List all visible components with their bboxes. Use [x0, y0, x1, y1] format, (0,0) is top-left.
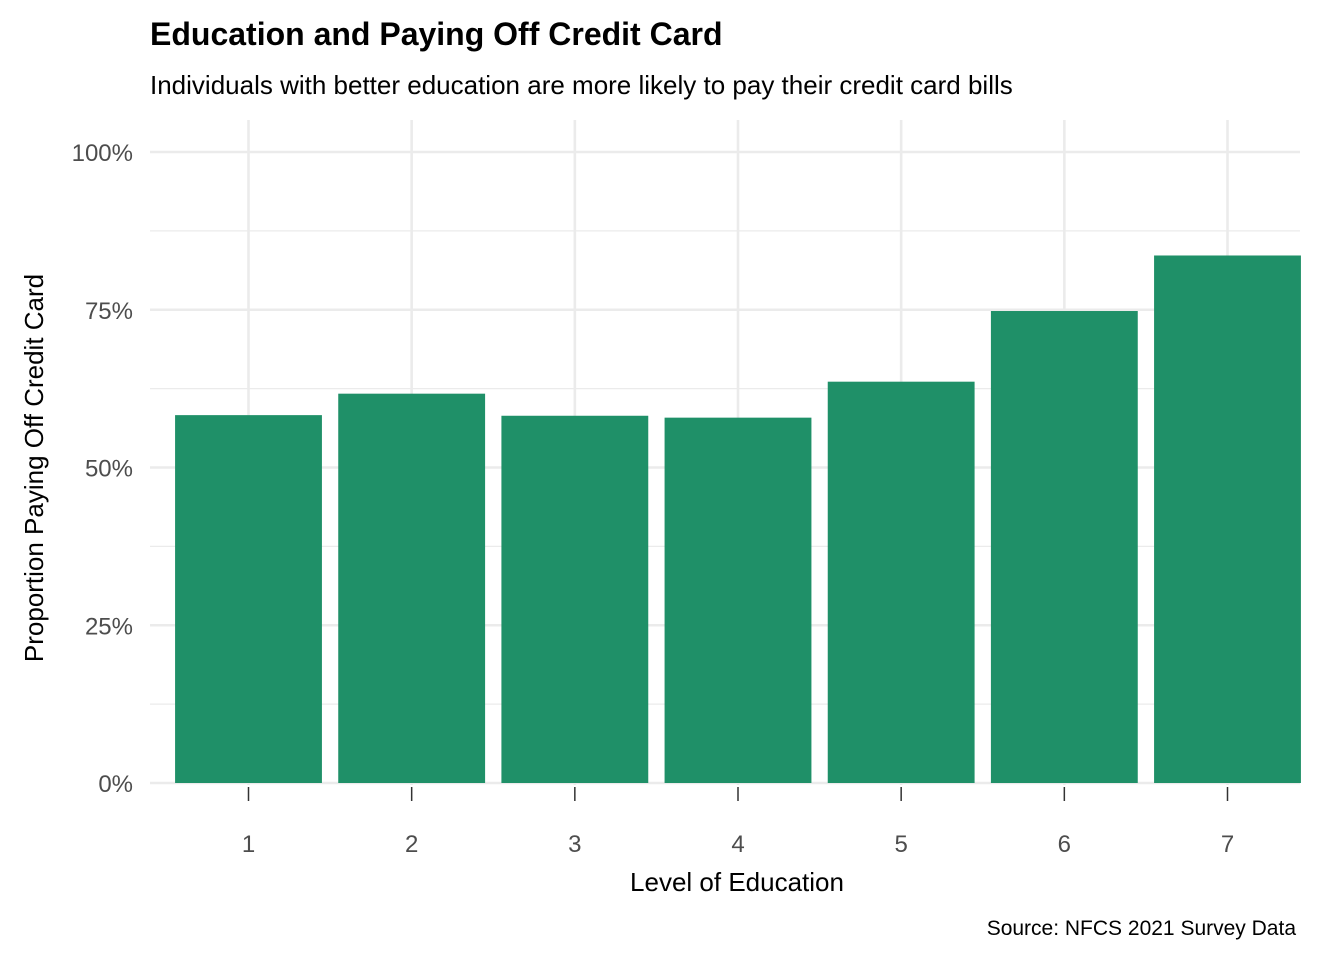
y-tick-label: 25% [85, 613, 133, 640]
bar-level-2 [338, 394, 485, 783]
x-tick-label: 7 [1221, 831, 1234, 858]
y-tick-label: 50% [85, 456, 133, 483]
source-caption: Source: NFCS 2021 Survey Data [987, 917, 1297, 940]
y-tick-label: 100% [72, 140, 133, 167]
bar-level-3 [501, 416, 648, 783]
bar-level-5 [828, 382, 975, 783]
bar-level-4 [665, 418, 812, 783]
y-tick-label: 75% [85, 298, 133, 325]
bar-level-6 [991, 311, 1138, 783]
y-tick-label: 0% [98, 771, 133, 798]
x-axis-title: Level of Education [630, 867, 844, 897]
x-tick-label: 4 [731, 831, 744, 858]
chart-title: Education and Paying Off Credit Card [150, 16, 723, 52]
x-tick-label: 5 [894, 831, 907, 858]
x-tick-label: 6 [1058, 831, 1071, 858]
x-tick-label: 3 [568, 831, 581, 858]
y-axis-title: Proportion Paying Off Credit Card [19, 274, 49, 662]
bar-level-1 [175, 415, 322, 783]
chart-subtitle: Individuals with better education are mo… [150, 70, 1013, 100]
x-tick-label: 2 [405, 831, 418, 858]
x-tick-label: 1 [242, 831, 255, 858]
bar-level-7 [1154, 255, 1301, 783]
